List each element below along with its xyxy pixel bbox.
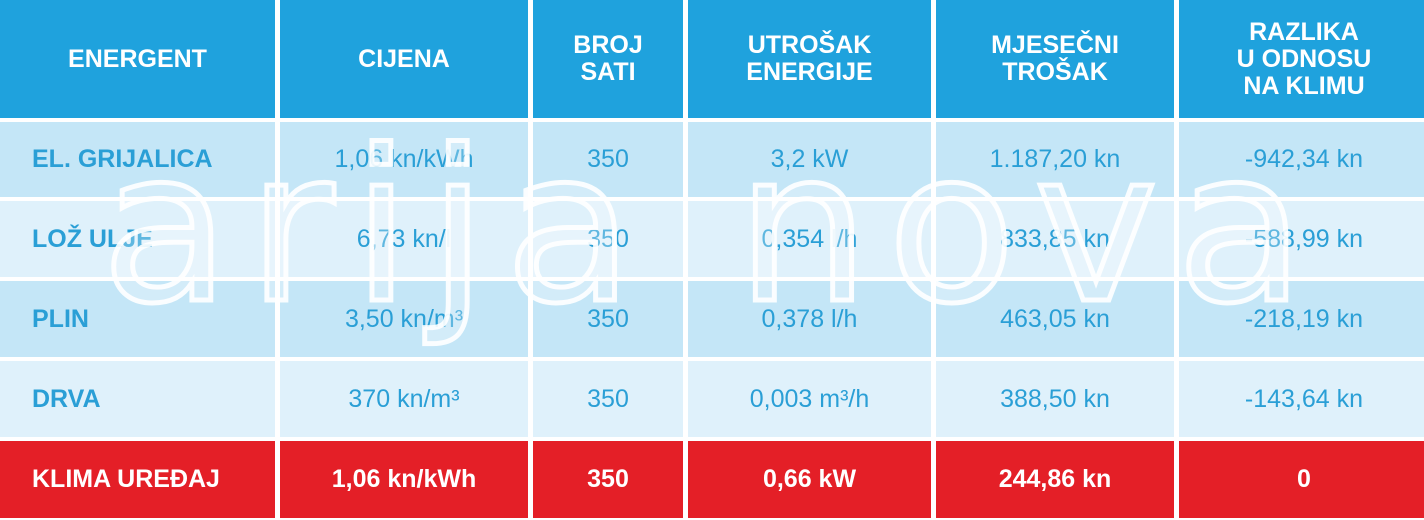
table-cell: 6,73 kn/l — [280, 201, 528, 277]
table-cell: 3,50 kn/m³ — [280, 281, 528, 357]
table-cell: 350 — [533, 441, 683, 518]
header-cell: ENERGENT — [0, 0, 275, 118]
header-cell: CIJENA — [280, 0, 528, 118]
table-cell: 1.187,20 kn — [936, 122, 1174, 197]
table-cell: 0,66 kW — [688, 441, 931, 518]
table-cell: 0 — [1179, 441, 1424, 518]
row-label: PLIN — [0, 281, 275, 357]
table-cell: -588,99 kn — [1179, 201, 1424, 277]
row-label: EL. GRIJALICA — [0, 122, 275, 197]
header-cell: UTROŠAK ENERGIJE — [688, 0, 931, 118]
table-cell: -218,19 kn — [1179, 281, 1424, 357]
header-cell: RAZLIKA U ODNOSU NA KLIMU — [1179, 0, 1424, 118]
table-cell: 0,003 m³/h — [688, 361, 931, 437]
table-cell: 3,2 kW — [688, 122, 931, 197]
table-cell: 1,06 kn/kWh — [280, 122, 528, 197]
table-cell: 0,378 l/h — [688, 281, 931, 357]
table-cell: 350 — [533, 361, 683, 437]
table-cell: 0,354 l/h — [688, 201, 931, 277]
table-cell: 244,86 kn — [936, 441, 1174, 518]
table-cell: 388,50 kn — [936, 361, 1174, 437]
table-cell: 370 kn/m³ — [280, 361, 528, 437]
row-label: KLIMA UREĐAJ — [0, 441, 275, 518]
table-cell: 350 — [533, 281, 683, 357]
table-cell: 350 — [533, 122, 683, 197]
header-cell: BROJ SATI — [533, 0, 683, 118]
header-cell: MJESEČNI TROŠAK — [936, 0, 1174, 118]
table-cell: 463,05 kn — [936, 281, 1174, 357]
table-cell: 833,85 kn — [936, 201, 1174, 277]
table-cell: -143,64 kn — [1179, 361, 1424, 437]
row-label: DRVA — [0, 361, 275, 437]
table-cell: 350 — [533, 201, 683, 277]
table-cell: 1,06 kn/kWh — [280, 441, 528, 518]
row-label: LOŽ ULJE — [0, 201, 275, 277]
table-cell: -942,34 kn — [1179, 122, 1424, 197]
